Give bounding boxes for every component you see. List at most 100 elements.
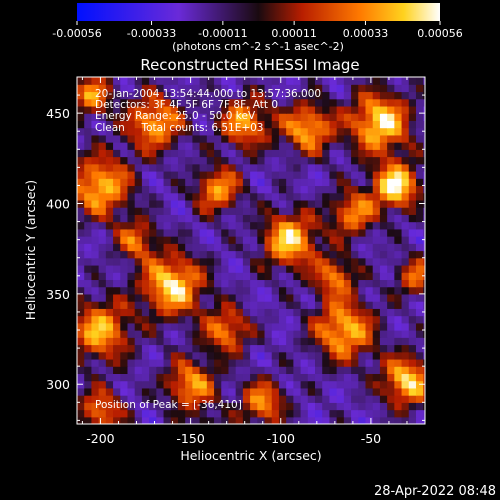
heatmap-cell	[177, 380, 186, 389]
heatmap-cell	[156, 127, 165, 136]
heatmap-cell	[387, 257, 395, 266]
heatmap-cell	[387, 199, 395, 208]
heatmap-cell	[365, 264, 374, 273]
heatmap-cell	[98, 395, 107, 403]
heatmap-cell	[307, 373, 316, 382]
heatmap-cell	[127, 91, 136, 100]
heatmap-cell	[379, 257, 388, 266]
heatmap-cell	[214, 98, 222, 107]
heatmap-cell	[250, 402, 258, 411]
heatmap-cell	[242, 402, 251, 411]
heatmap-cell	[105, 257, 114, 266]
heatmap-cell	[401, 409, 410, 418]
heatmap-cell	[250, 330, 258, 338]
heatmap-cell	[401, 77, 410, 85]
heatmap-cell	[206, 322, 215, 331]
heatmap-cell	[336, 322, 345, 331]
heatmap-cell	[170, 170, 179, 179]
heatmap-cell	[372, 178, 381, 187]
heatmap-cell	[242, 105, 251, 114]
heatmap-cell	[387, 293, 395, 302]
heatmap-cell	[214, 199, 222, 208]
heatmap-cell	[343, 293, 352, 302]
heatmap-cell	[315, 105, 323, 114]
heatmap-cell	[228, 337, 237, 346]
heatmap-cell	[221, 416, 230, 424]
heatmap-cell	[156, 156, 165, 165]
heatmap-cell	[206, 402, 215, 411]
heatmap-cell	[322, 395, 331, 403]
heatmap-cell	[127, 156, 136, 165]
heatmap-cell	[127, 358, 136, 367]
heatmap-cell	[77, 156, 85, 165]
heatmap-cell	[394, 156, 403, 165]
heatmap-cell	[84, 98, 93, 107]
heatmap-cell	[127, 330, 136, 338]
y-axis-label: Heliocentric Y (arcsec)	[23, 180, 38, 320]
heatmap-cell	[98, 98, 107, 107]
heatmap-cell	[170, 105, 179, 114]
heatmap-cell	[206, 373, 215, 382]
heatmap-cell	[177, 178, 186, 187]
heatmap-cell	[336, 409, 345, 418]
heatmap-cell	[415, 77, 424, 85]
heatmap-cell	[415, 322, 424, 331]
heatmap-cell	[372, 272, 381, 281]
heatmap-cell	[408, 98, 417, 107]
heatmap-cell	[149, 337, 157, 346]
heatmap-cell	[163, 142, 172, 150]
heatmap-cell	[286, 279, 294, 288]
heatmap-cell	[199, 84, 208, 93]
heatmap-cell	[199, 113, 208, 121]
heatmap-cell	[113, 330, 121, 338]
heatmap-cell	[120, 293, 129, 302]
heatmap-cell	[134, 315, 143, 324]
heatmap-cell	[242, 409, 251, 418]
heatmap-cell	[199, 98, 208, 107]
heatmap-cell	[278, 163, 287, 172]
heatmap-cell	[214, 156, 222, 165]
heatmap-cell	[358, 344, 367, 353]
plot-frame	[76, 76, 426, 425]
heatmap-cell	[351, 351, 359, 360]
heatmap-cell	[170, 301, 179, 309]
heatmap-cell	[185, 279, 193, 288]
heatmap-cell	[358, 351, 367, 360]
heatmap-cell	[105, 286, 114, 295]
heatmap-cell	[365, 344, 374, 353]
heatmap-cell	[221, 344, 230, 353]
heatmap-cell	[206, 387, 215, 396]
heatmap-cell	[401, 134, 410, 143]
heatmap-cell	[415, 387, 424, 396]
heatmap-cell	[163, 185, 172, 194]
heatmap-cell	[228, 344, 237, 353]
heatmap-cell	[141, 373, 150, 382]
heatmap-cell	[387, 358, 395, 367]
heatmap-cell	[127, 279, 136, 288]
heatmap-cell	[300, 243, 309, 252]
heatmap-cell	[228, 236, 237, 244]
heatmap-cell	[322, 409, 331, 418]
heatmap-cell	[343, 84, 352, 93]
heatmap-cell	[358, 264, 367, 273]
heatmap-cell	[315, 395, 323, 403]
heatmap-cell	[228, 105, 237, 114]
heatmap-cell	[415, 402, 424, 411]
heatmap-cell	[358, 322, 367, 331]
heatmap-cell	[91, 127, 100, 136]
heatmap-cell	[278, 91, 287, 100]
heatmap-cell	[343, 113, 352, 121]
heatmap-cell	[156, 185, 165, 194]
heatmap-cell	[235, 293, 244, 302]
heatmap-cell	[365, 77, 374, 85]
heatmap-cell	[257, 170, 266, 179]
heatmap-cell	[423, 257, 425, 266]
heatmap-cell	[235, 366, 244, 374]
heatmap-cell	[401, 322, 410, 331]
heatmap-cell	[127, 77, 136, 85]
heatmap-cell	[120, 358, 129, 367]
heatmap-cell	[250, 351, 258, 360]
heatmap-cell	[264, 416, 273, 424]
heatmap-cell	[221, 301, 230, 309]
heatmap-cell	[228, 308, 237, 317]
